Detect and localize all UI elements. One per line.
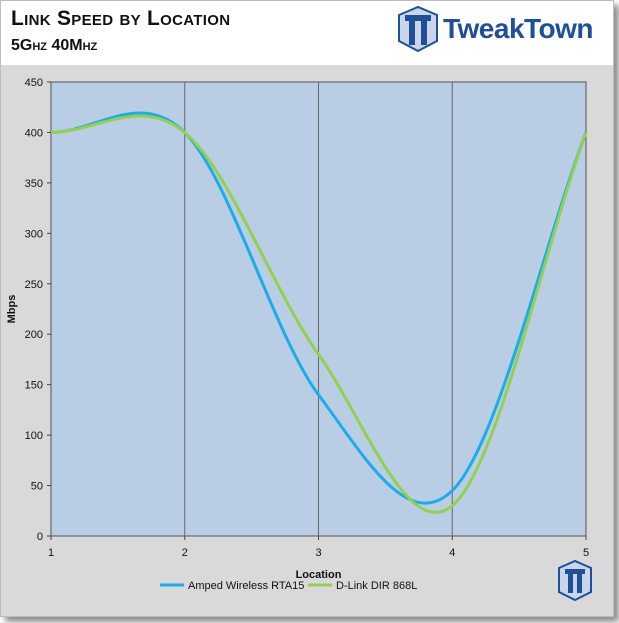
chart-subtitle: 5Ghz 40Mhz [11,37,98,54]
series-line-1 [50,111,588,505]
small-logo-frame [558,559,592,602]
y-tick-label: 350 [25,178,43,190]
tweaktown-logo: TweakTown [393,5,607,55]
chart-header: Link Speed by Location 5Ghz 40Mhz TweakT… [1,1,613,65]
small-logo-leg-left [568,574,573,593]
y-tick-label: 400 [25,127,43,139]
y-tick-label: 100 [25,430,43,442]
y-tick-label: 300 [25,228,43,240]
y-tick-label: 200 [25,329,43,341]
y-axis-ticks: 0 50 100 150 200 250 300 350 400 450 [25,77,51,543]
legend: Amped Wireless RTA15 D-Link DIR 868L [160,580,417,592]
x-tick-label: 2 [182,547,188,559]
series-lines [50,111,588,514]
grid-lines [184,82,453,536]
y-tick-label: 450 [25,77,43,89]
x-axis-title: Location [296,569,342,581]
y-axis-title: Mbps [6,295,18,324]
x-tick-label: 5 [583,547,589,559]
logo-wordmark: TweakTown [443,13,594,44]
x-axis-ticks: 1 2 3 4 5 [48,536,589,559]
x-tick-label: 1 [48,547,54,559]
y-tick-label: 150 [25,380,43,392]
y-tick-label: 250 [25,279,43,291]
legend-label-2: D-Link DIR 868L [336,580,417,592]
legend-label-1: Amped Wireless RTA15 [188,580,304,592]
small-logo-bar [565,569,585,574]
series-line-2 [50,114,588,514]
tweaktown-logo-icon [398,5,438,53]
small-tweaktown-icon [558,559,592,602]
x-tick-label: 4 [449,547,455,559]
small-logo-leg-right [577,574,582,593]
x-tick-label: 3 [315,547,321,559]
y-tick-label: 50 [31,481,43,493]
y-tick-label: 0 [37,531,43,543]
chart-title: Link Speed by Location [11,7,231,30]
